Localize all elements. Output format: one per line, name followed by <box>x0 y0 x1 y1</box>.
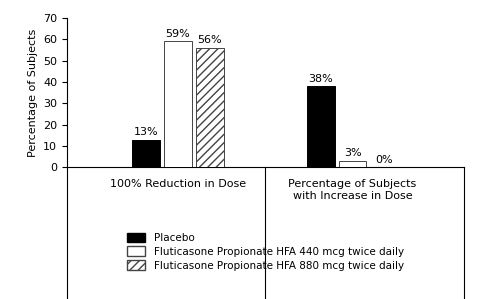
Legend: Placebo, Fluticasone Propionate HFA 440 mcg twice daily, Fluticasone Propionate : Placebo, Fluticasone Propionate HFA 440 … <box>123 229 407 274</box>
Bar <box>339 161 367 167</box>
Text: 59%: 59% <box>166 29 190 39</box>
Text: 13%: 13% <box>134 127 158 137</box>
Text: Percentage of Subjects
with Increase in Dose: Percentage of Subjects with Increase in … <box>288 179 417 201</box>
Y-axis label: Percentage of Subjects: Percentage of Subjects <box>28 29 37 157</box>
Text: 56%: 56% <box>197 35 222 45</box>
Bar <box>307 86 335 167</box>
Text: 38%: 38% <box>308 74 333 84</box>
Text: 3%: 3% <box>344 149 361 158</box>
Text: 100% Reduction in Dose: 100% Reduction in Dose <box>110 179 246 189</box>
Bar <box>196 48 224 167</box>
Bar <box>164 42 192 167</box>
Bar <box>132 140 160 167</box>
Text: 0%: 0% <box>376 155 393 165</box>
